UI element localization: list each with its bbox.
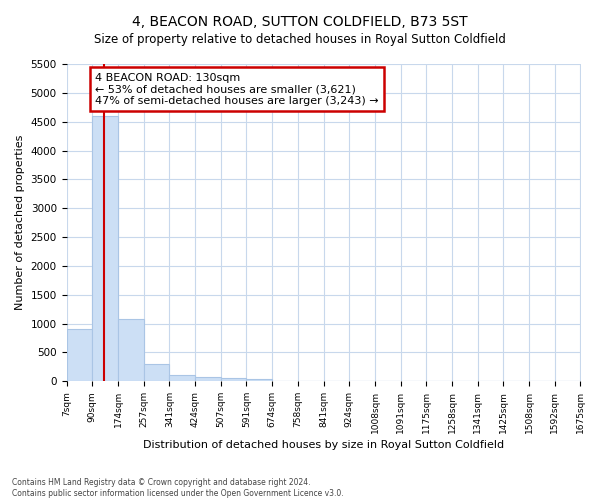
Bar <box>247 380 272 381</box>
Bar <box>118 319 143 381</box>
Text: 4 BEACON ROAD: 130sqm
← 53% of detached houses are smaller (3,621)
47% of semi-d: 4 BEACON ROAD: 130sqm ← 53% of detached … <box>95 72 379 106</box>
Y-axis label: Number of detached properties: Number of detached properties <box>15 135 25 310</box>
Text: 4, BEACON ROAD, SUTTON COLDFIELD, B73 5ST: 4, BEACON ROAD, SUTTON COLDFIELD, B73 5S… <box>132 15 468 29</box>
Text: Size of property relative to detached houses in Royal Sutton Coldfield: Size of property relative to detached ho… <box>94 32 506 46</box>
Bar <box>195 376 221 381</box>
X-axis label: Distribution of detached houses by size in Royal Sutton Coldfield: Distribution of detached houses by size … <box>143 440 504 450</box>
Bar <box>169 376 195 381</box>
Bar <box>92 116 118 381</box>
Text: Contains HM Land Registry data © Crown copyright and database right 2024.
Contai: Contains HM Land Registry data © Crown c… <box>12 478 344 498</box>
Bar <box>221 378 247 381</box>
Bar <box>143 364 169 381</box>
Bar <box>67 330 92 381</box>
